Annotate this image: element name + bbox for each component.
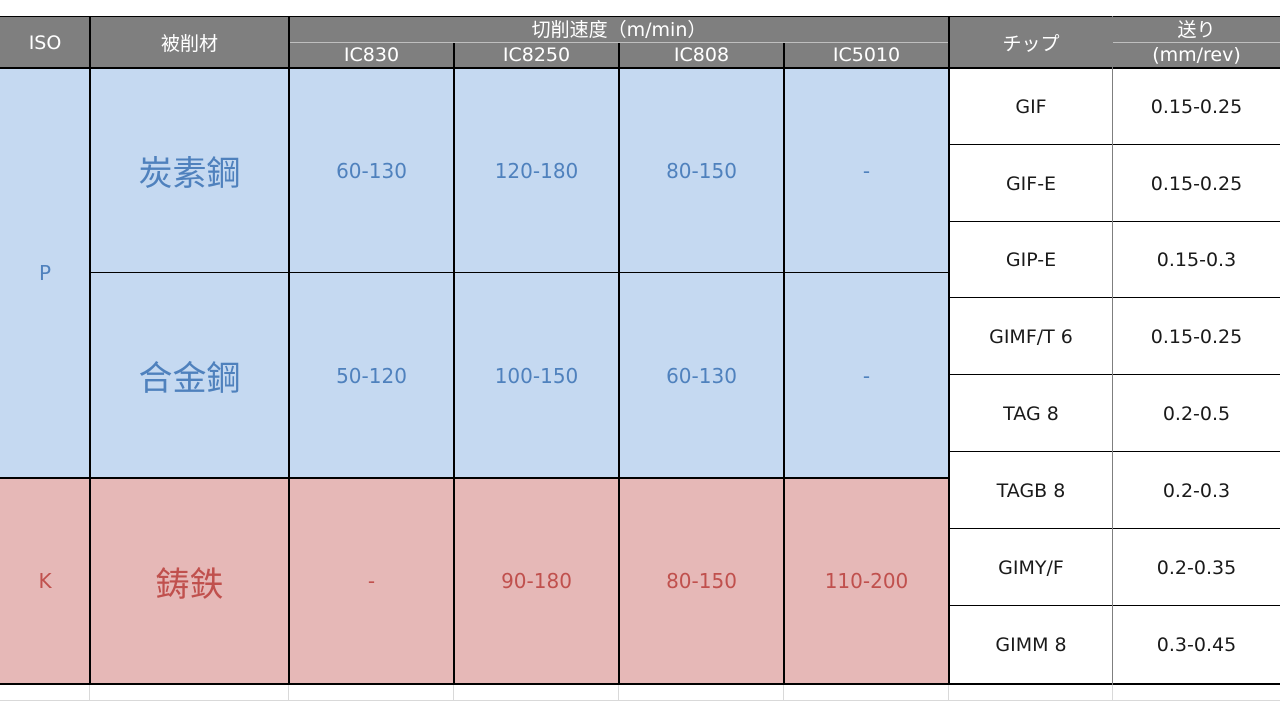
header-chip: チップ [949, 17, 1113, 68]
empty-row-divider [453, 685, 454, 700]
iso-cell-k: K [0, 478, 90, 684]
speed-cell: 60-130 [289, 68, 454, 273]
column-divider [618, 43, 620, 685]
header-material: 被削材 [90, 17, 289, 68]
header-divider [1113, 42, 1280, 43]
feed-cell: 0.15-0.25 [1113, 298, 1280, 375]
empty-row-border [0, 700, 1280, 701]
chip-cell: GIF-E [949, 145, 1113, 222]
column-divider [783, 43, 785, 685]
table-top-border [0, 16, 1280, 17]
empty-row-divider [948, 685, 949, 700]
table-bottom-border [0, 683, 1280, 685]
chip-cell: GIMF/T 6 [949, 298, 1113, 375]
feed-cell: 0.2-0.5 [1113, 375, 1280, 452]
column-divider-dotted [1112, 16, 1113, 685]
speed-cell: 60-130 [619, 273, 784, 478]
iso-cell-p: P [0, 68, 90, 478]
column-divider [453, 43, 455, 685]
chip-cell: GIMY/F [949, 529, 1113, 606]
header-grade-ic5010: IC5010 [784, 43, 949, 68]
chip-row-divider [949, 528, 1280, 529]
feed-cell: 0.15-0.25 [1113, 145, 1280, 222]
empty-row-divider [89, 685, 90, 700]
material-cast-iron: 鋳鉄 [90, 478, 289, 684]
header-divider [289, 42, 949, 43]
chip-cell: GIMM 8 [949, 606, 1113, 684]
header-speed: 切削速度（m/min） [289, 17, 949, 43]
speed-cell: - [784, 68, 949, 273]
chip-row-divider [949, 144, 1280, 145]
speed-cell: - [784, 273, 949, 478]
feed-cell: 0.2-0.35 [1113, 529, 1280, 606]
chip-row-divider [949, 605, 1280, 606]
empty-row-divider [1112, 685, 1113, 700]
chip-cell: GIP-E [949, 222, 1113, 298]
empty-row-divider [783, 685, 784, 700]
header-grade-ic8250: IC8250 [454, 43, 619, 68]
chip-row-divider [949, 297, 1280, 298]
speed-cell: 90-180 [454, 478, 619, 684]
chip-cell: GIF [949, 68, 1113, 145]
empty-row-divider [288, 685, 289, 700]
row-divider [90, 272, 949, 273]
header-feed-bottom: (mm/rev) [1113, 43, 1280, 68]
column-divider [948, 16, 950, 685]
header-grade-ic808: IC808 [619, 43, 784, 68]
column-divider [288, 16, 290, 685]
chip-cell: TAG 8 [949, 375, 1113, 452]
speed-cell: 120-180 [454, 68, 619, 273]
chip-row-divider [949, 374, 1280, 375]
feed-cell: 0.15-0.3 [1113, 222, 1280, 298]
header-feed-top: 送り [1113, 17, 1280, 43]
speed-cell: 110-200 [784, 478, 949, 684]
speed-cell: 80-150 [619, 68, 784, 273]
empty-row-divider [618, 685, 619, 700]
feed-cell: 0.2-0.3 [1113, 452, 1280, 529]
speed-cell: 50-120 [289, 273, 454, 478]
header-bottom-border [0, 67, 1280, 69]
feed-cell: 0.3-0.45 [1113, 606, 1280, 684]
chip-row-divider [949, 221, 1280, 222]
speed-cell: - [289, 478, 454, 684]
speed-cell: 80-150 [619, 478, 784, 684]
chip-row-divider [949, 451, 1280, 452]
speed-cell: 100-150 [454, 273, 619, 478]
header-iso: ISO [0, 17, 90, 68]
feed-cell: 0.15-0.25 [1113, 68, 1280, 145]
header-grade-ic830: IC830 [289, 43, 454, 68]
group-divider [0, 477, 949, 479]
material-alloy-steel: 合金鋼 [90, 273, 289, 478]
chip-cell: TAGB 8 [949, 452, 1113, 529]
column-divider [89, 16, 91, 685]
material-carbon-steel: 炭素鋼 [90, 68, 289, 273]
